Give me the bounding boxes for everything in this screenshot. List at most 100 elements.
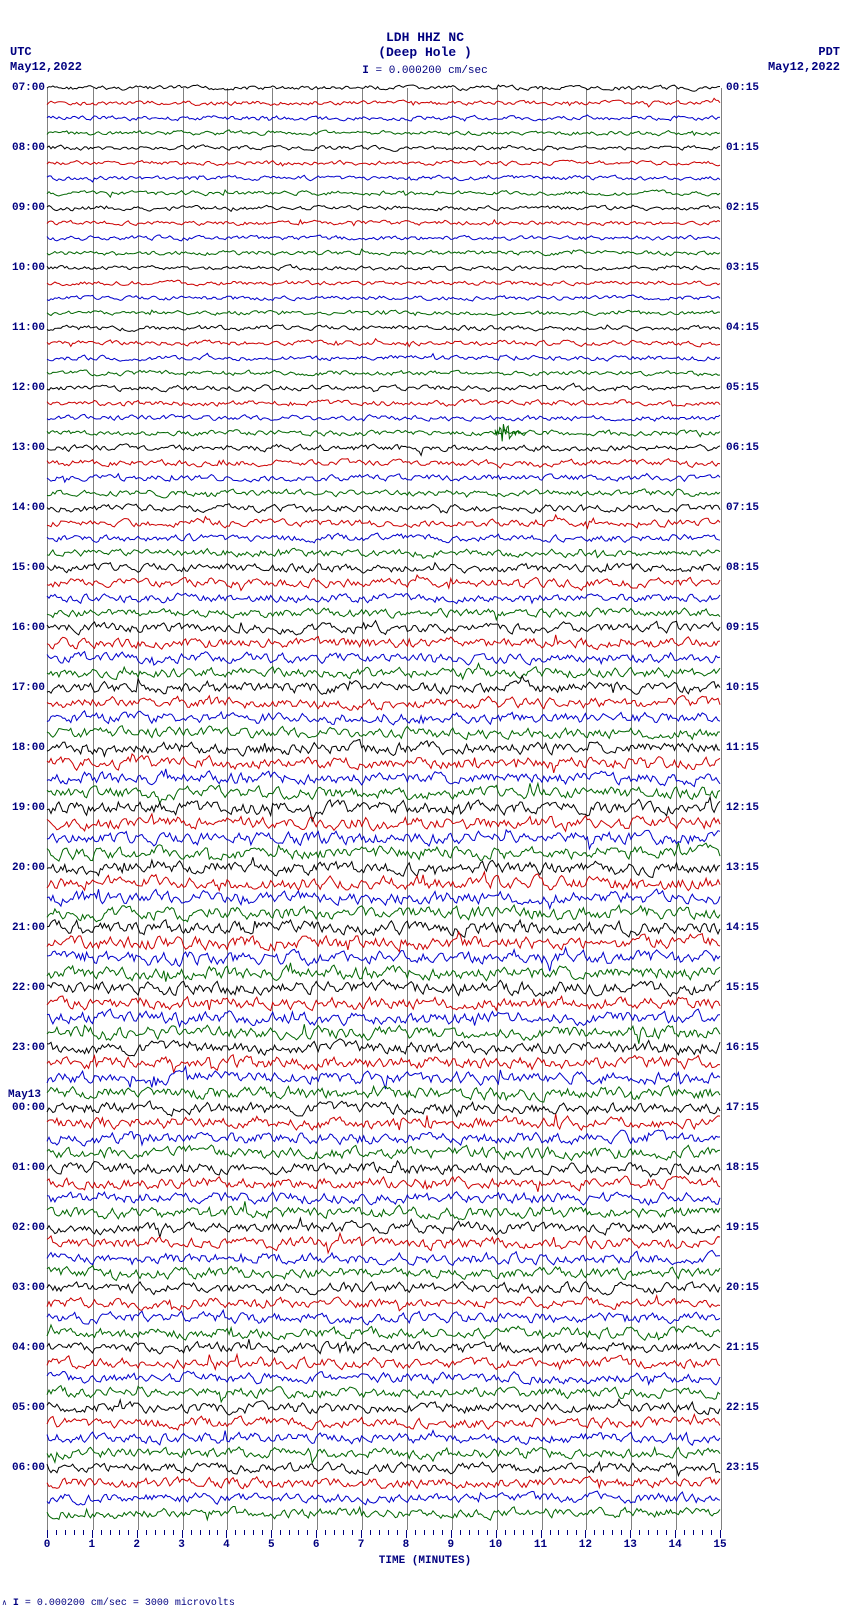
- seismic-trace: [47, 175, 720, 182]
- x-tick-minor: [289, 1530, 290, 1535]
- seismic-trace: [47, 1009, 720, 1026]
- x-tick-minor: [128, 1530, 129, 1535]
- x-tick-minor: [83, 1530, 84, 1535]
- x-tick-minor: [191, 1530, 192, 1535]
- seismic-trace: [47, 548, 720, 558]
- seismic-trace: [47, 932, 720, 952]
- seismic-trace: [47, 608, 720, 620]
- x-tick-label: 1: [89, 1539, 96, 1551]
- x-tick-major: [675, 1530, 676, 1538]
- x-tick-minor: [648, 1530, 649, 1535]
- seismic-trace: [47, 515, 720, 528]
- seismic-trace: [47, 1462, 720, 1476]
- seismic-trace: [47, 830, 720, 849]
- seismic-trace: [47, 325, 720, 332]
- x-tick-label: 3: [178, 1539, 185, 1551]
- seismic-trace: [47, 533, 720, 543]
- seismic-trace: [47, 843, 720, 862]
- seismic-trace: [47, 1086, 720, 1103]
- seismic-trace: [47, 1431, 720, 1446]
- x-tick-minor: [558, 1530, 559, 1535]
- x-tick-minor: [334, 1530, 335, 1535]
- seismic-trace: [47, 1415, 720, 1430]
- x-tick-minor: [146, 1530, 147, 1535]
- seismic-trace: [47, 696, 720, 711]
- seismic-trace: [47, 1039, 720, 1056]
- seismic-trace: [47, 740, 720, 757]
- seismic-trace: [47, 1055, 720, 1073]
- seismic-trace: [47, 98, 720, 107]
- x-tick-minor: [244, 1530, 245, 1535]
- x-tick-minor: [442, 1530, 443, 1535]
- x-tick-minor: [235, 1530, 236, 1535]
- seismic-trace: [47, 235, 720, 241]
- x-tick-minor: [65, 1530, 66, 1535]
- x-tick-minor: [164, 1530, 165, 1535]
- seismic-trace: [47, 280, 720, 286]
- x-tick-major: [630, 1530, 631, 1538]
- seismic-trace: [47, 489, 720, 498]
- seismic-trace: [47, 474, 720, 483]
- x-tick-minor: [523, 1530, 524, 1535]
- x-tick-minor: [397, 1530, 398, 1535]
- x-tick-label: 0: [44, 1539, 51, 1551]
- x-tick-minor: [155, 1530, 156, 1535]
- x-tick-minor: [657, 1530, 658, 1535]
- seismic-trace: [47, 353, 720, 361]
- seismic-trace: [47, 1114, 720, 1130]
- x-tick-minor: [262, 1530, 263, 1535]
- x-tick-minor: [370, 1530, 371, 1535]
- seismic-trace: [47, 190, 720, 197]
- x-tick-major: [585, 1530, 586, 1538]
- seismic-trace: [47, 444, 720, 456]
- x-tick-minor: [388, 1530, 389, 1535]
- seismic-trace: [47, 857, 720, 877]
- x-tick-minor: [325, 1530, 326, 1535]
- seismic-trace: [47, 1296, 720, 1311]
- seismic-trace: [47, 1325, 720, 1340]
- seismic-trace: [47, 711, 720, 725]
- x-tick-minor: [505, 1530, 506, 1535]
- seismic-trace: [47, 1266, 720, 1281]
- seismic-trace: [47, 1399, 720, 1415]
- seismic-trace: [47, 265, 720, 271]
- x-tick-minor: [532, 1530, 533, 1535]
- x-tick-minor: [702, 1530, 703, 1535]
- x-tick-minor: [173, 1530, 174, 1535]
- seismogram-container: LDH HHZ NC (Deep Hole ) I = 0.000200 cm/…: [0, 0, 850, 1613]
- seismic-trace: [47, 399, 720, 406]
- seismic-trace: [47, 1355, 720, 1370]
- x-tick-label: 2: [133, 1539, 140, 1551]
- seismic-trace: [47, 1310, 720, 1325]
- seismic-trace: [47, 1282, 720, 1295]
- x-tick-minor: [594, 1530, 595, 1535]
- x-tick-minor: [424, 1530, 425, 1535]
- x-tick-minor: [217, 1530, 218, 1535]
- seismic-trace: [47, 1371, 720, 1385]
- x-tick-minor: [469, 1530, 470, 1535]
- x-tick-label: 9: [447, 1539, 454, 1551]
- seismic-trace: [47, 370, 720, 376]
- seismic-trace: [47, 980, 720, 997]
- x-tick-label: 4: [223, 1539, 230, 1551]
- x-tick-major: [137, 1530, 138, 1538]
- seismic-trace: [47, 769, 720, 787]
- x-tick-minor: [460, 1530, 461, 1535]
- x-tick-minor: [101, 1530, 102, 1535]
- seismic-trace: [47, 1218, 720, 1237]
- seismic-trace: [47, 1201, 720, 1219]
- x-tick-minor: [567, 1530, 568, 1535]
- x-tick-label: 7: [358, 1539, 365, 1551]
- seismic-trace: [47, 754, 720, 773]
- x-tick-minor: [612, 1530, 613, 1535]
- x-tick-major: [406, 1530, 407, 1538]
- seismic-trace: [47, 783, 720, 803]
- x-tick-minor: [200, 1530, 201, 1535]
- seismic-trace: [47, 905, 720, 922]
- seismic-trace: [47, 1250, 720, 1265]
- seismic-trace: [47, 383, 720, 392]
- x-tick-major: [271, 1530, 272, 1538]
- seismic-trace: [47, 459, 720, 468]
- x-tick-minor: [74, 1530, 75, 1535]
- x-tick-label: 6: [313, 1539, 320, 1551]
